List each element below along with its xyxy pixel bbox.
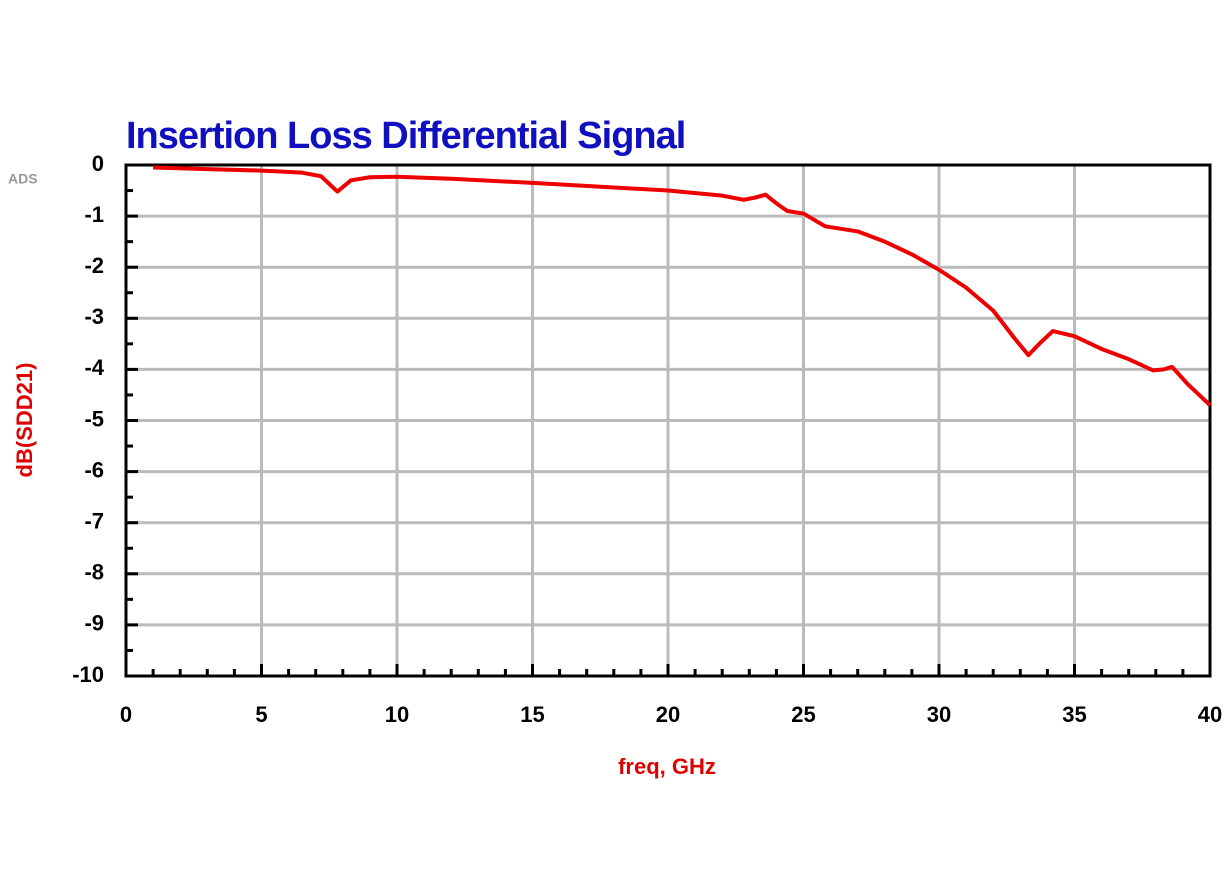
data-line bbox=[153, 165, 1212, 407]
y-tick-label: -2 bbox=[84, 253, 104, 278]
y-tick-label: 0 bbox=[92, 151, 104, 176]
y-tick-label: -5 bbox=[84, 406, 104, 431]
x-tick-label: 40 bbox=[1198, 702, 1222, 727]
y-tick-label: -9 bbox=[84, 611, 104, 636]
y-tick-label: -8 bbox=[84, 560, 104, 585]
plot-frame bbox=[124, 163, 1212, 678]
y-tick-label: -7 bbox=[84, 509, 104, 534]
y-tick-label: -3 bbox=[84, 304, 104, 329]
y-tick-label: -1 bbox=[84, 202, 104, 227]
x-tick-label: 10 bbox=[385, 702, 409, 727]
y-tick-label: -4 bbox=[84, 355, 104, 380]
x-tick-label: 25 bbox=[791, 702, 815, 727]
y-tick-label: -6 bbox=[84, 457, 104, 482]
y-axis-label: dB(SDD21) bbox=[12, 363, 37, 478]
y-tick-label: -10 bbox=[72, 662, 104, 687]
x-tick-label: 30 bbox=[927, 702, 951, 727]
chart-title: Insertion Loss Differential Signal bbox=[126, 115, 685, 157]
x-tick-label: 35 bbox=[1062, 702, 1086, 727]
x-tick-label: 20 bbox=[656, 702, 680, 727]
annotation: ADS bbox=[8, 171, 38, 187]
x-axis-label: freq, GHz bbox=[618, 754, 716, 779]
x-tick-label: 15 bbox=[520, 702, 544, 727]
x-tick-label: 0 bbox=[120, 702, 132, 727]
x-tick-label: 5 bbox=[255, 702, 267, 727]
